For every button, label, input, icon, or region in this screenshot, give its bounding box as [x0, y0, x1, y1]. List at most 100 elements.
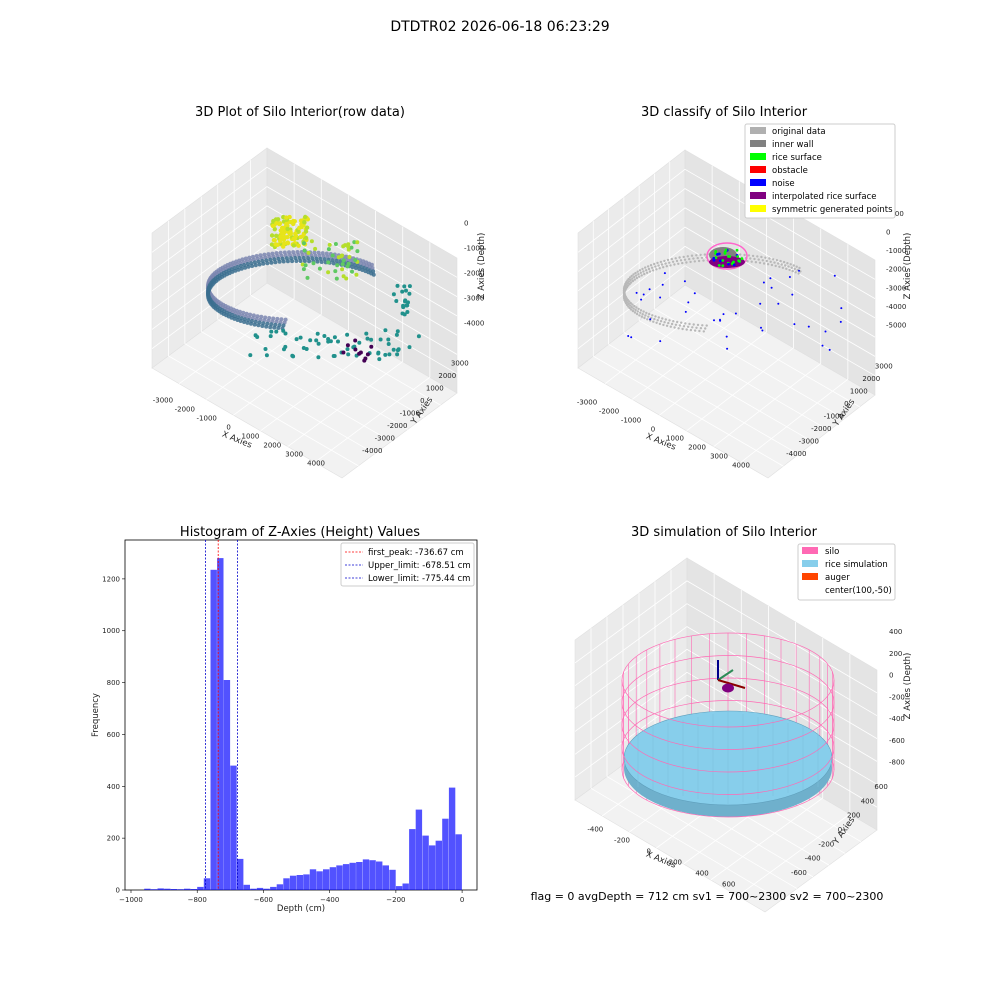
- classify-noise-point: [791, 293, 794, 296]
- simulation-legend-entries: silo rice simulation auger center(100,-50): [802, 547, 892, 596]
- raw-y-tick: -2000: [387, 422, 407, 430]
- raw-data-point: [282, 241, 287, 246]
- classify-original-point: [642, 310, 645, 313]
- raw-data-point: [253, 263, 258, 268]
- classify-noise-point: [693, 292, 696, 295]
- grid-line: [623, 332, 815, 443]
- simulation-y-tick: -400: [805, 855, 821, 863]
- classify-original-point: [777, 262, 780, 265]
- raw-data-point: [264, 353, 269, 358]
- classify-original-point: [671, 260, 675, 263]
- classify-noise-point: [734, 312, 737, 315]
- classify-original-point: [764, 256, 767, 259]
- raw-data-point: [278, 228, 283, 233]
- classify-y-tick: -1000: [824, 412, 844, 420]
- raw-data-point: [288, 253, 292, 258]
- histogram-bar: [243, 884, 250, 890]
- classify-legend-label: interpolated rice surface: [772, 192, 877, 202]
- classify-original-point: [631, 309, 635, 313]
- raw-data-point: [309, 239, 314, 244]
- raw-data-point: [306, 256, 311, 261]
- raw-data-point: [355, 249, 360, 254]
- raw-data-point: [328, 339, 333, 344]
- raw-z-tick: -1000: [464, 245, 484, 253]
- classify-original-point: [747, 254, 751, 257]
- raw-data-point: [277, 259, 282, 264]
- raw-data-point: [352, 240, 357, 245]
- raw-3d-points: [206, 214, 421, 363]
- classify-original-point: [635, 276, 639, 280]
- raw-data-point: [324, 251, 329, 256]
- histogram-bar: [276, 884, 284, 890]
- raw-y-tick: -3000: [375, 434, 395, 442]
- grid-line: [577, 168, 876, 280]
- classify-original-point: [765, 259, 768, 263]
- raw-data-point: [306, 250, 311, 255]
- raw-data-point: [312, 250, 317, 255]
- classify-x-tick: 1000: [666, 435, 684, 443]
- grid-line: [151, 224, 458, 336]
- grid-line: [577, 226, 876, 338]
- raw-data-point: [341, 244, 346, 249]
- raw-data-point: [334, 258, 339, 263]
- histogram-y-axis-label: Frequency: [91, 693, 101, 737]
- classify-original-point: [702, 330, 705, 333]
- raw-y-tick: 3000: [451, 359, 469, 367]
- classify-original-point: [632, 273, 635, 276]
- raw-data-point: [353, 338, 358, 343]
- grid-line: [577, 188, 876, 299]
- classify-symmetric-ring: [706, 242, 748, 270]
- simulation-legend-label: silo: [825, 547, 839, 557]
- classify-original-point: [698, 329, 701, 333]
- raw-data-point: [281, 328, 286, 333]
- raw-data-point: [349, 245, 354, 250]
- classify-x-tick: 4000: [732, 462, 750, 470]
- classify-original-point: [685, 328, 688, 331]
- raw-data-point: [407, 284, 412, 289]
- histogram-bar: [336, 865, 343, 890]
- classify-original-point: [664, 262, 667, 265]
- raw-data-point: [311, 261, 316, 266]
- classify-original-point: [787, 265, 790, 268]
- raw-z-tick: -3000: [464, 295, 484, 303]
- classify-original-point: [705, 324, 708, 327]
- classify-original-point: [660, 263, 664, 266]
- histogram-bar: [316, 871, 323, 890]
- auger-axis-y: [717, 669, 734, 681]
- raw-data-point: [400, 289, 405, 294]
- classify-original-point: [642, 270, 645, 273]
- grid-line: [151, 205, 458, 317]
- classify-original-point: [635, 306, 638, 309]
- classify-original-point: [770, 263, 774, 267]
- grid-line: [260, 345, 376, 432]
- grid-line: [574, 648, 878, 762]
- classify-original-point: [690, 254, 694, 257]
- classify-x-tick: -2000: [599, 408, 619, 416]
- histogram-legend-entries: first_peak: -736.67 cm Upper_limit: -678.…: [345, 548, 471, 584]
- raw-data-point: [302, 220, 307, 225]
- raw-data-point: [402, 312, 407, 317]
- classify-rice-surface-point: [714, 250, 718, 253]
- raw-data-point: [346, 352, 351, 357]
- raw-data-point: [268, 334, 273, 339]
- classify-noise-point: [726, 347, 729, 350]
- raw-data-point: [292, 236, 298, 241]
- raw-data-point: [291, 250, 296, 255]
- classify-original-point: [629, 278, 632, 282]
- classify-original-point: [798, 266, 801, 270]
- classify-noise-point: [640, 298, 643, 301]
- classify-original-point: [790, 266, 793, 269]
- classify-original-point: [681, 327, 684, 331]
- raw-data-point: [316, 341, 321, 346]
- raw-data-point: [363, 356, 368, 361]
- raw-data-point: [345, 332, 350, 337]
- histogram-bar: [150, 889, 158, 890]
- classify-noise-point: [663, 272, 666, 275]
- grid-line: [233, 329, 349, 416]
- classify-original-point: [674, 257, 677, 260]
- classify-noise-point: [687, 301, 690, 304]
- raw-data-point: [269, 233, 275, 238]
- grid-line: [577, 265, 876, 377]
- classify-legend-label: obstacle: [772, 166, 808, 176]
- histogram-bar: [402, 883, 409, 890]
